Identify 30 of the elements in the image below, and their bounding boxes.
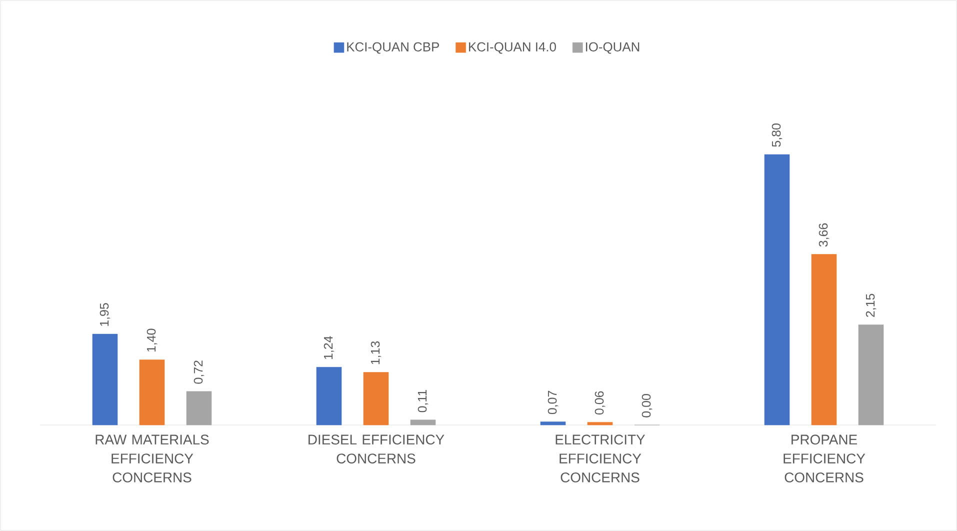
x-tick-label: PROPANE EFFICIENCY CONCERNS	[784, 434, 866, 482]
data-label: 5,80	[772, 124, 782, 147]
legend-label: KCI-QUAN I4.0	[469, 42, 556, 54]
bar	[811, 254, 837, 426]
data-label: 0,07	[548, 390, 558, 414]
bar	[363, 372, 389, 426]
bar	[92, 334, 118, 426]
data-label: 2,15	[866, 294, 876, 317]
x-tick-label: RAW MATERIALS EFFICIENCY CONCERNS	[96, 434, 209, 482]
data-label: 1,95	[100, 303, 110, 326]
bar	[316, 367, 342, 426]
x-tick-label: DIESEL EFFICIENCY CONCERNS	[308, 434, 444, 464]
data-label: 1,40	[146, 328, 158, 352]
bar	[410, 420, 436, 426]
bar	[186, 391, 212, 426]
data-label: 1,24	[324, 336, 334, 360]
bar	[139, 360, 165, 426]
legend-label: KCI-QUAN CBP	[347, 42, 439, 54]
data-label: 0,72	[194, 360, 204, 384]
data-label: 0,00	[642, 394, 652, 418]
data-label: 0,11	[418, 390, 428, 412]
data-label: 0,06	[594, 391, 606, 415]
legend-label: IO-QUAN	[586, 42, 640, 54]
bar	[764, 154, 790, 426]
bar	[587, 422, 613, 426]
data-label: 1,13	[370, 341, 382, 364]
bar	[858, 324, 884, 426]
x-tick-label: ELECTRICITY EFFICIENCY CONCERNS	[556, 434, 646, 482]
data-label: 3,66	[818, 223, 830, 247]
bar	[540, 422, 566, 426]
